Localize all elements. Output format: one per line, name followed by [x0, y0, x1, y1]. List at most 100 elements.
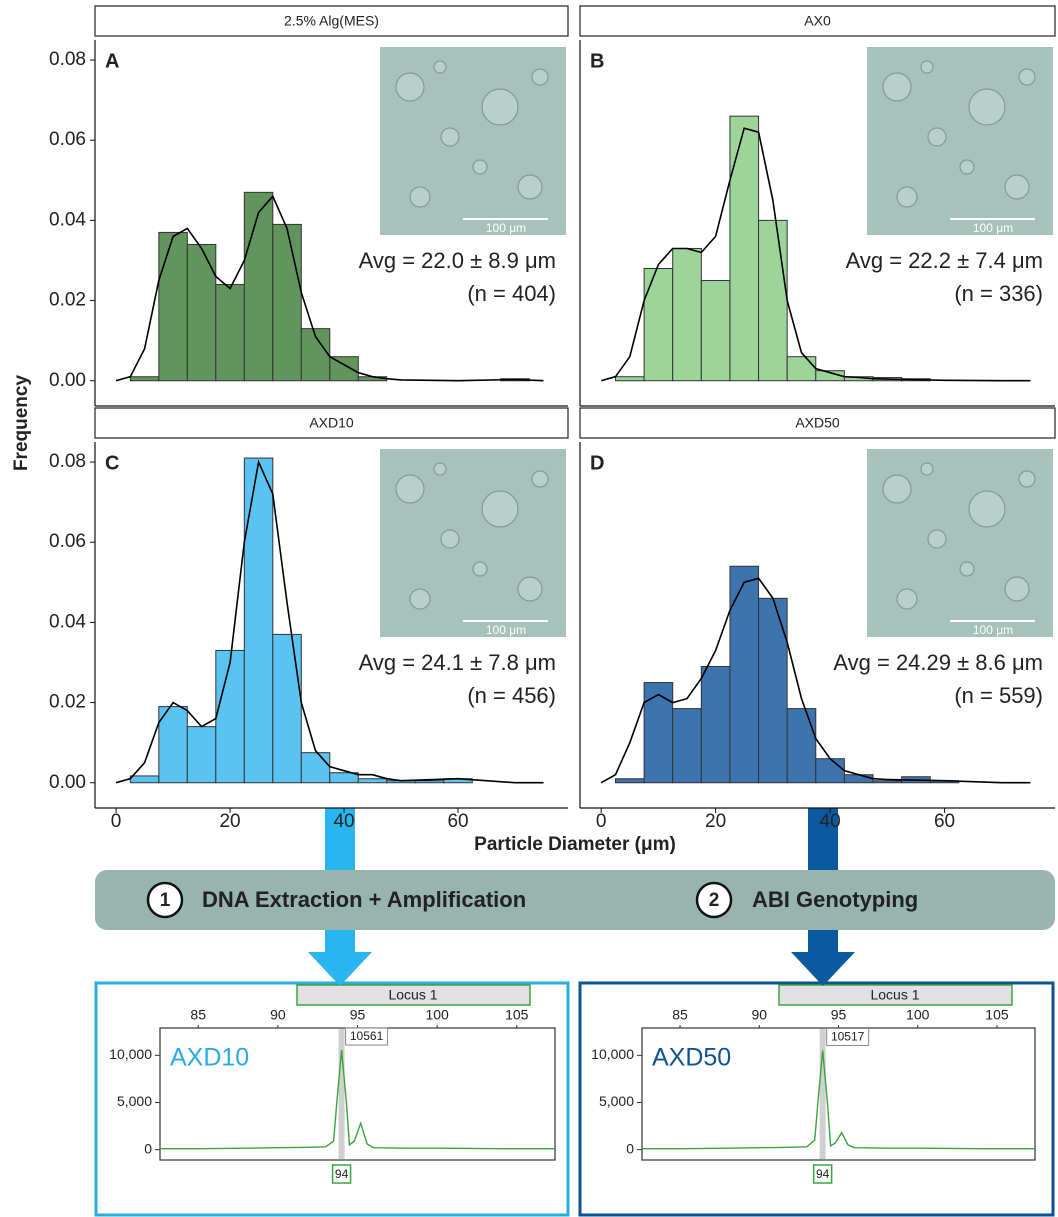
micrograph-cell — [969, 491, 1005, 527]
micrograph-cell — [921, 463, 933, 475]
annotation: (n = 559) — [954, 683, 1043, 708]
x-tick-label: 40 — [820, 811, 841, 832]
step-number: 1 — [160, 890, 171, 911]
locus-label: Locus 1 — [870, 987, 919, 1003]
annotation: (n = 456) — [467, 683, 556, 708]
micrograph-cell — [396, 73, 424, 101]
histogram-bar — [673, 709, 702, 783]
histogram-bar — [159, 232, 187, 380]
x-tick-label: 105 — [985, 1007, 1009, 1023]
histogram-bar — [787, 357, 816, 381]
arrow-head — [791, 952, 855, 986]
x-tick-label: 0 — [111, 811, 122, 832]
histogram-bar — [159, 707, 187, 783]
micrograph-cell — [396, 475, 424, 503]
histogram-bar — [844, 775, 873, 783]
micrograph-cell — [441, 530, 459, 548]
scale-bar-label: 100 μm — [486, 623, 526, 637]
y-tick-label: 0.08 — [49, 451, 86, 472]
micrograph-cell — [532, 69, 548, 85]
y-tick-label: 0.02 — [49, 692, 86, 713]
histogram-bar — [130, 377, 158, 381]
histogram-bar — [730, 116, 759, 381]
annotation: Avg = 24.29 ± 8.6 μm — [833, 650, 1043, 675]
x-tick-label: 60 — [447, 811, 468, 832]
micrograph-cell — [410, 589, 430, 609]
histogram-bar — [187, 244, 215, 380]
micrograph-cell — [441, 128, 459, 146]
histogram-bar — [244, 192, 272, 380]
facet-title: AX0 — [804, 13, 831, 29]
x-tick-label: 85 — [672, 1007, 688, 1023]
x-axis-label: Particle Diameter (μm) — [474, 834, 676, 855]
micrograph-cell — [434, 463, 446, 475]
histogram-bar — [216, 650, 244, 782]
allele-bin — [339, 1029, 345, 1159]
x-tick-label: 90 — [751, 1007, 767, 1023]
x-tick-label: 60 — [934, 811, 955, 832]
step-label: DNA Extraction + Amplification — [202, 887, 526, 912]
scale-bar-label: 100 μm — [486, 221, 526, 235]
facet-title: AXD10 — [309, 415, 354, 431]
figure: Frequency Particle Diameter (μm) 1 DNA E… — [0, 0, 1058, 1217]
micrograph-cell — [969, 89, 1005, 125]
y-tick-label: 0.04 — [49, 209, 86, 230]
sample-name: AXD50 — [652, 1044, 731, 1072]
histogram-bar — [701, 666, 730, 782]
histogram-bar — [730, 566, 759, 782]
micrograph-cell — [960, 160, 974, 174]
y-tick-label: 0.02 — [49, 290, 86, 311]
histogram-bar — [873, 781, 902, 783]
histogram-bar — [273, 224, 301, 380]
micrograph-cell — [921, 61, 933, 73]
x-tick-label: 90 — [270, 1007, 286, 1023]
micrograph-cell — [1005, 175, 1029, 199]
histogram-bar — [330, 357, 358, 381]
y-tick-label: 5,000 — [117, 1093, 152, 1109]
histogram-bar — [216, 285, 244, 381]
y-tick-label: 0.08 — [49, 49, 86, 70]
y-tick-label: 5,000 — [599, 1093, 634, 1109]
arrow-head — [308, 952, 372, 986]
facet-title: 2.5% Alg(MES) — [284, 13, 379, 29]
y-tick-label: 10,000 — [109, 1046, 152, 1062]
allele-bin — [820, 1029, 826, 1159]
micrograph-cell — [434, 61, 446, 73]
annotation: (n = 336) — [954, 281, 1043, 306]
x-tick-label: 95 — [350, 1007, 366, 1023]
annotation: Avg = 24.1 ± 7.8 μm — [359, 650, 556, 675]
step-label: ABI Genotyping — [752, 887, 918, 912]
micrograph-cell — [473, 160, 487, 174]
micrograph-cell — [473, 562, 487, 576]
histogram-bar — [816, 759, 845, 783]
panel-label: D — [590, 452, 604, 474]
micrograph-cell — [518, 175, 542, 199]
y-tick-label: 0.06 — [49, 129, 86, 150]
locus-label: Locus 1 — [388, 987, 437, 1003]
micrograph-cell — [883, 475, 911, 503]
micrograph-cell — [960, 562, 974, 576]
x-tick-label: 0 — [596, 811, 607, 832]
allele-label: 94 — [335, 1167, 349, 1181]
x-tick-label: 85 — [190, 1007, 206, 1023]
histogram-bar — [244, 458, 272, 783]
peak-label: 10517 — [831, 1030, 865, 1044]
y-tick-label: 0.00 — [49, 772, 86, 793]
micrograph-cell — [482, 89, 518, 125]
histogram-bar — [187, 727, 215, 783]
scale-bar-label: 100 μm — [973, 623, 1013, 637]
histogram-bar — [615, 779, 644, 783]
panel-label: B — [590, 50, 604, 72]
scale-bar-label: 100 μm — [973, 221, 1013, 235]
annotation: Avg = 22.2 ± 7.4 μm — [846, 248, 1043, 273]
micrograph-cell — [482, 491, 518, 527]
histogram-bar — [273, 634, 301, 782]
micrograph-cell — [1019, 69, 1035, 85]
histogram-bar — [615, 377, 644, 381]
y-tick-label: 0.04 — [49, 611, 86, 632]
panel-label: C — [105, 452, 119, 474]
sample-name: AXD10 — [170, 1044, 249, 1072]
x-tick-label: 100 — [906, 1007, 930, 1023]
x-tick-label: 40 — [333, 811, 354, 832]
annotation: Avg = 22.0 ± 8.9 μm — [359, 248, 556, 273]
